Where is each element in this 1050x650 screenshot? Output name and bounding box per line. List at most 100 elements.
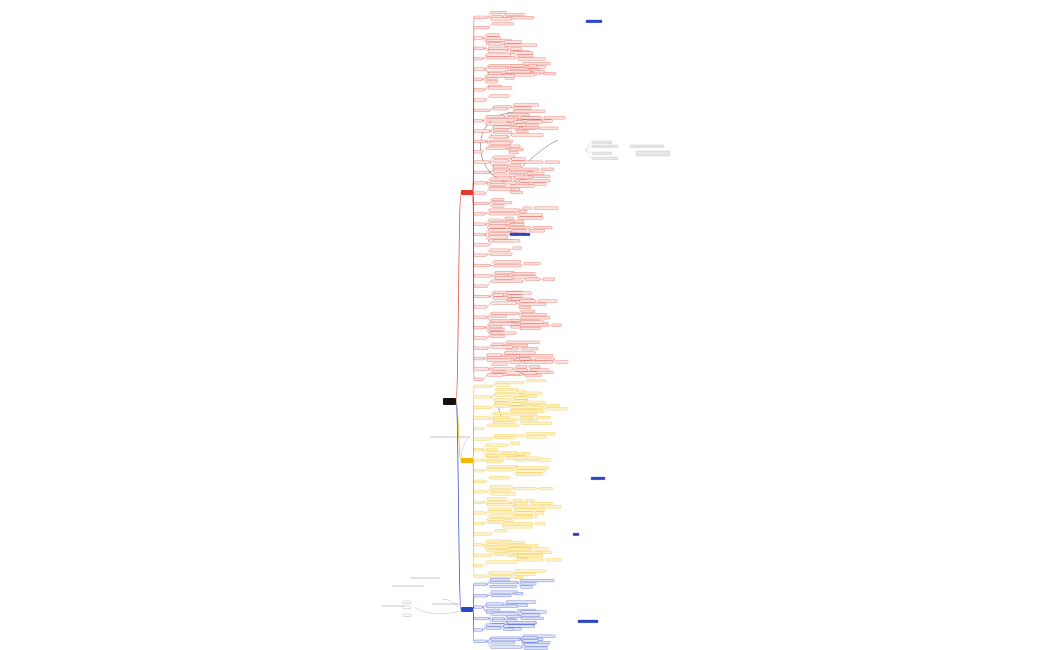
detail-node[interactable]	[511, 160, 543, 164]
detail-node[interactable]	[506, 456, 541, 460]
detail-node[interactable]	[515, 365, 527, 369]
subtopic-node[interactable]	[493, 412, 508, 415]
detail-node[interactable]	[520, 419, 538, 423]
topic-node[interactable]	[473, 36, 483, 40]
detail-node[interactable]	[520, 558, 544, 562]
subtopic-node[interactable]	[488, 208, 521, 212]
subtopic-node[interactable]	[490, 641, 516, 645]
topic-node[interactable]	[473, 212, 486, 216]
subtopic-node[interactable]	[493, 418, 518, 422]
subtopic-node[interactable]	[489, 248, 511, 252]
branch-hub-yellow[interactable]	[461, 458, 473, 463]
subtopic-node[interactable]	[486, 146, 507, 150]
detail-node[interactable]	[517, 54, 533, 58]
topic-node[interactable]	[473, 26, 489, 30]
subtopic-node[interactable]	[492, 22, 514, 26]
subtopic-node[interactable]	[493, 107, 508, 111]
highlight-node[interactable]	[572, 532, 580, 536]
detail-node[interactable]	[533, 70, 546, 74]
subtopic-node[interactable]	[493, 125, 514, 129]
subtopic-node[interactable]	[490, 585, 517, 589]
detail-node[interactable]	[526, 120, 544, 124]
detail-node[interactable]	[542, 277, 555, 281]
detail-node[interactable]	[519, 299, 536, 303]
detail-node[interactable]	[545, 407, 568, 411]
topic-node[interactable]	[473, 564, 483, 568]
detail-node[interactable]	[539, 126, 559, 130]
detail-node[interactable]	[523, 391, 542, 395]
note-node[interactable]	[591, 151, 613, 155]
detail-node[interactable]	[513, 223, 524, 227]
subtopic-node[interactable]	[490, 489, 511, 492]
subtopic-node[interactable]	[491, 345, 513, 349]
subtopic-node[interactable]	[488, 574, 519, 578]
detail-node[interactable]	[521, 347, 539, 351]
detail-node[interactable]	[533, 226, 553, 230]
subtopic-node[interactable]	[486, 53, 511, 57]
detail-node[interactable]	[536, 416, 551, 420]
detail-node[interactable]	[504, 216, 514, 220]
detail-node[interactable]	[510, 360, 522, 364]
subtopic-node[interactable]	[489, 183, 506, 187]
detail-node[interactable]	[516, 469, 546, 473]
detail-node[interactable]	[524, 360, 546, 364]
detail-node[interactable]	[510, 126, 520, 130]
detail-node[interactable]	[506, 291, 532, 295]
detail-node[interactable]	[513, 51, 534, 55]
subtopic-node[interactable]	[490, 314, 507, 318]
topic-node[interactable]	[473, 511, 486, 515]
note-node[interactable]	[591, 144, 619, 148]
subtopic-node[interactable]	[487, 465, 519, 468]
subtopic-node[interactable]	[486, 77, 498, 80]
subtopic-node[interactable]	[486, 33, 500, 37]
detail-node[interactable]	[514, 508, 545, 512]
detail-node[interactable]	[510, 441, 520, 445]
topic-node[interactable]	[473, 416, 490, 420]
root-node[interactable]	[443, 398, 456, 405]
topic-node[interactable]	[473, 628, 483, 632]
subtopic-node[interactable]	[486, 448, 498, 451]
subtopic-node[interactable]	[489, 94, 510, 98]
subtopic-node[interactable]	[486, 543, 498, 546]
subtopic-node[interactable]	[486, 560, 518, 564]
detail-node[interactable]	[526, 432, 556, 436]
subtopic-node[interactable]	[486, 115, 505, 119]
subtopic-node[interactable]	[489, 177, 512, 181]
detail-node[interactable]	[543, 72, 556, 76]
detail-node[interactable]	[518, 216, 544, 220]
detail-node[interactable]	[534, 206, 559, 210]
detail-node[interactable]	[509, 167, 539, 171]
detail-node[interactable]	[509, 147, 524, 151]
subtopic-node[interactable]	[491, 594, 512, 597]
subtopic-node[interactable]	[490, 578, 510, 582]
detail-node[interactable]	[520, 416, 534, 420]
topic-node[interactable]	[473, 458, 484, 462]
detail-node[interactable]	[538, 299, 558, 303]
subtopic-node[interactable]	[490, 301, 517, 305]
topic-node[interactable]	[473, 367, 489, 371]
subtopic-node[interactable]	[486, 118, 518, 122]
subtopic-node[interactable]	[493, 155, 516, 159]
detail-node[interactable]	[502, 525, 533, 529]
detail-node[interactable]	[539, 505, 561, 509]
subtopic-node[interactable]	[494, 549, 506, 553]
topic-node[interactable]	[473, 295, 490, 299]
topic-node[interactable]	[473, 160, 490, 164]
topic-node[interactable]	[473, 357, 484, 361]
subtopic-node[interactable]	[490, 492, 516, 496]
detail-node[interactable]	[506, 615, 522, 618]
subtopic-node[interactable]	[487, 468, 514, 472]
detail-node[interactable]	[504, 40, 522, 44]
detail-node[interactable]	[504, 351, 536, 355]
subtopic-node[interactable]	[487, 356, 517, 360]
detail-node[interactable]	[516, 130, 529, 133]
subtopic-node[interactable]	[494, 393, 522, 397]
subtopic-node[interactable]	[488, 49, 508, 53]
subtopic-node[interactable]	[486, 122, 511, 126]
subtopic-node[interactable]	[495, 383, 511, 387]
note-node[interactable]	[402, 605, 412, 609]
subtopic-node[interactable]	[490, 17, 513, 21]
detail-node[interactable]	[522, 636, 538, 640]
subtopic-node[interactable]	[488, 221, 511, 225]
detail-node[interactable]	[551, 323, 562, 327]
